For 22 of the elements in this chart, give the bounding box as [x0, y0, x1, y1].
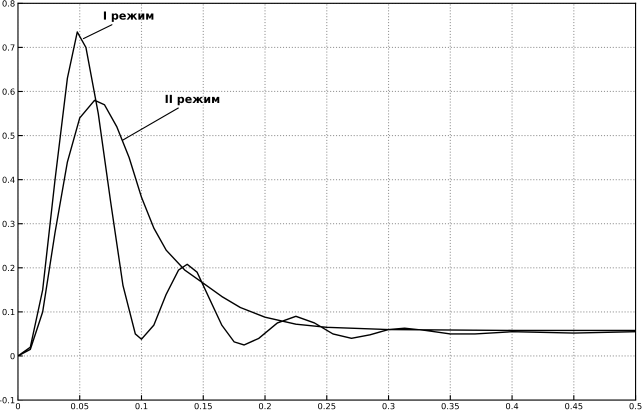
y-tick-label: 0.5	[2, 132, 14, 139]
y-tick-label: 0.1	[2, 308, 14, 316]
x-tick-label: 0.05	[71, 402, 88, 410]
x-tick-label: 0.35	[442, 402, 459, 410]
annotation: I режим	[104, 12, 154, 22]
x-tick-label: 0.3	[382, 402, 394, 410]
x-tick-label: 0.5	[630, 402, 642, 410]
y-tick-label: 0.6	[2, 88, 15, 95]
x-tick-label: 0.25	[318, 402, 336, 410]
annotation: II режим	[166, 94, 220, 106]
y-tick-label: 0.3	[2, 220, 15, 228]
y-tick-label: 0.8	[2, 0, 15, 7]
x-tick-label: 0.45	[565, 402, 582, 410]
x-tick-label: 0	[16, 402, 20, 410]
x-tick-label: 0.4	[506, 402, 518, 410]
y-tick-label: 0.4	[2, 176, 15, 183]
x-tick-label: 0.2	[258, 402, 271, 410]
y-tick-label: 0.2	[2, 264, 14, 272]
x-tick-label: 0.15	[194, 402, 212, 410]
x-tick-label: 0.1	[135, 402, 148, 410]
y-tick-label: 0	[10, 352, 15, 360]
y-tick-label: 0.7	[2, 44, 14, 51]
